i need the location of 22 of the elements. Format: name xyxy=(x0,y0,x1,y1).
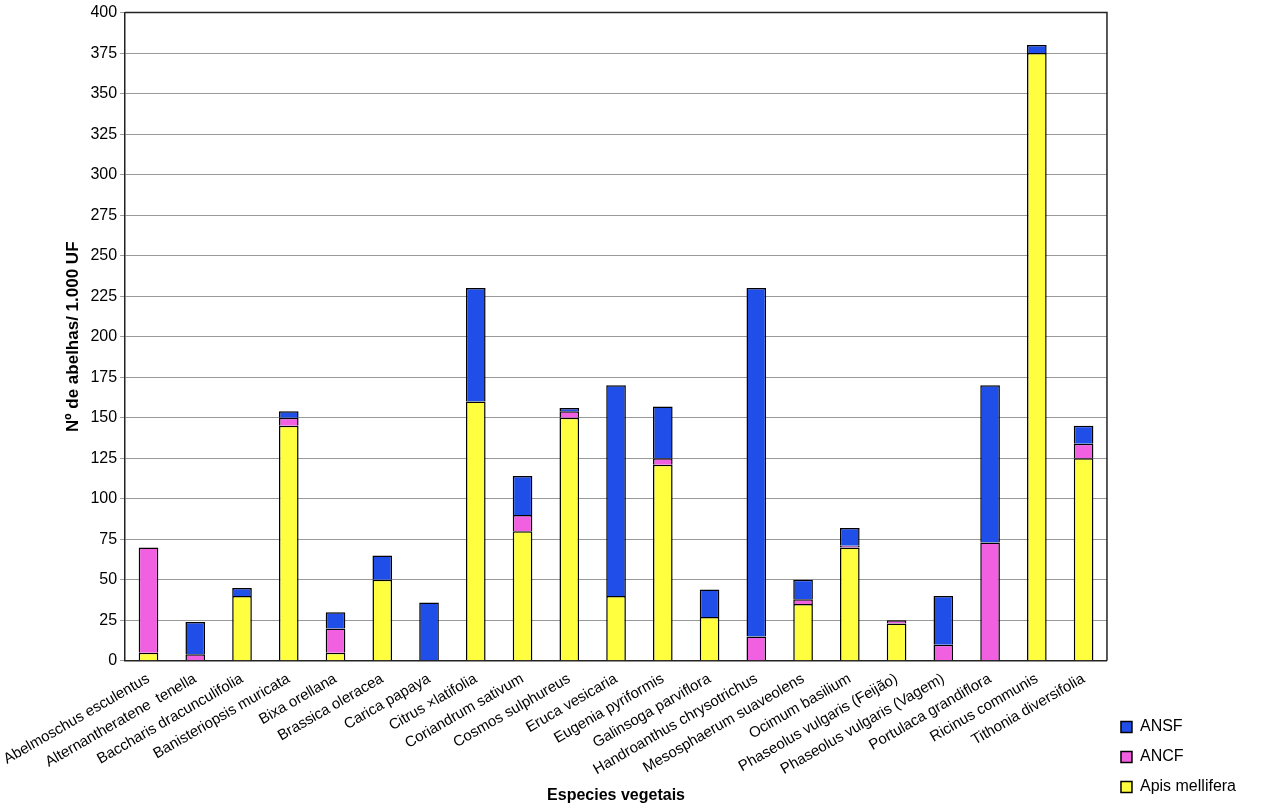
y-tick-label: 125 xyxy=(90,448,118,466)
y-tick-label: 275 xyxy=(90,205,118,223)
y-tick-label: 200 xyxy=(90,327,118,345)
legend-label: ANSF xyxy=(1139,717,1183,735)
y-tick-label: 400 xyxy=(90,3,118,21)
y-tick-label: 25 xyxy=(99,610,118,628)
y-tick-label: 100 xyxy=(90,489,118,507)
y-tick-label: 175 xyxy=(90,367,118,385)
y-tick-label: 325 xyxy=(90,124,118,142)
legend-label: Apis mellifera xyxy=(1139,777,1237,795)
y-tick-label: 225 xyxy=(90,286,118,304)
legend-label: ANCF xyxy=(1139,747,1184,765)
y-tick-label: 75 xyxy=(99,529,118,547)
y-tick-label: 0 xyxy=(108,651,118,669)
x-axis-title: Especies vegetais xyxy=(547,785,686,803)
y-tick-label: 350 xyxy=(90,84,118,102)
y-tick-label: 50 xyxy=(99,570,118,588)
y-tick-label: 150 xyxy=(90,408,118,426)
y-tick-label: 375 xyxy=(90,43,118,61)
y-tick-label: 300 xyxy=(90,165,118,183)
y-axis-title: Nº de abelhas/ 1.000 UF xyxy=(62,241,82,432)
y-tick-label: 250 xyxy=(90,246,118,264)
